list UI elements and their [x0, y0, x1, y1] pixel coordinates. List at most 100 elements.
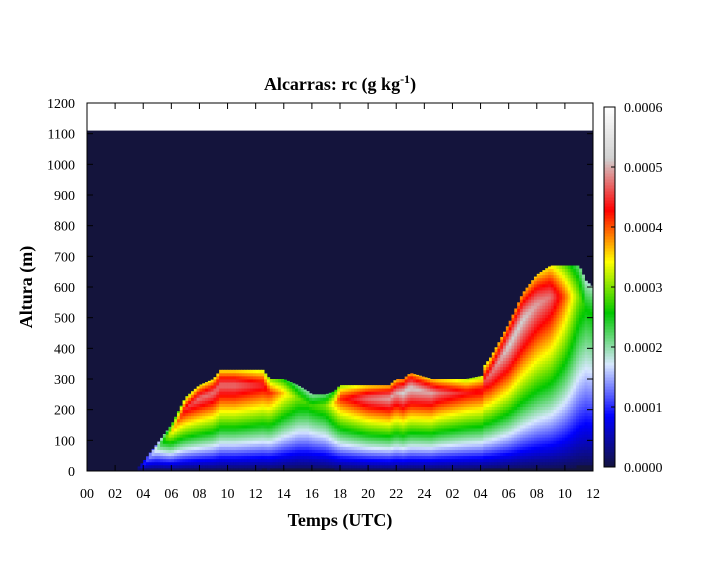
heatmap-cell: [401, 391, 406, 395]
heatmap-cell: [562, 323, 566, 328]
heatmap-cell: [174, 464, 178, 469]
heatmap-cell: [458, 409, 462, 414]
heatmap-cell: [286, 409, 290, 414]
heatmap-cell: [505, 326, 510, 328]
heatmap-cell: [548, 461, 552, 466]
heatmap-cell: [427, 464, 431, 469]
heatmap-cell: [528, 446, 532, 450]
heatmap-cell: [325, 461, 330, 466]
heatmap-cell: [497, 440, 501, 444]
heatmap-cell: [477, 421, 481, 426]
heatmap-cell: [491, 406, 496, 411]
heatmap-cell: [207, 449, 212, 453]
heatmap-cell: [525, 440, 529, 444]
heatmap-cell: [486, 440, 490, 444]
heatmap-cell: [202, 421, 206, 426]
heatmap-cell: [202, 458, 206, 463]
heatmap-cell: [238, 400, 243, 404]
heatmap-cell: [542, 382, 546, 386]
heatmap-cell: [210, 449, 214, 453]
heatmap-cell: [483, 449, 487, 453]
heatmap-cell: [429, 400, 434, 404]
heatmap-cell: [348, 388, 352, 392]
heatmap-cell: [432, 446, 436, 450]
heatmap-cell: [154, 445, 158, 447]
heatmap-cell: [280, 434, 285, 438]
heatmap-cell: [210, 403, 214, 407]
heatmap-cell: [531, 464, 535, 469]
heatmap-cell: [531, 385, 535, 389]
heatmap-cell: [494, 363, 498, 368]
heatmap-cell: [413, 412, 417, 417]
heatmap-cell: [548, 354, 552, 358]
heatmap-cell: [362, 428, 366, 432]
heatmap-cell: [505, 329, 510, 334]
heatmap-cell: [300, 428, 304, 432]
heatmap-cell: [559, 265, 563, 269]
heatmap-cell: [469, 418, 473, 423]
heatmap-cell: [176, 449, 181, 453]
heatmap-cell: [564, 290, 569, 294]
heatmap-cell: [368, 403, 372, 407]
heatmap-cell: [483, 461, 487, 466]
heatmap-cell: [207, 425, 212, 429]
heatmap-cell: [390, 400, 394, 404]
heatmap-cell: [407, 434, 411, 438]
heatmap-cell: [404, 431, 408, 435]
heatmap-cell: [171, 461, 175, 466]
heatmap-cell: [458, 406, 462, 411]
heatmap-cell: [219, 428, 223, 432]
heatmap-cell: [191, 425, 195, 429]
heatmap-cell: [480, 406, 484, 411]
heatmap-cell: [519, 403, 524, 407]
heatmap-cell: [424, 418, 428, 423]
heatmap-cell: [463, 443, 467, 447]
heatmap-cell: [191, 428, 195, 432]
heatmap-cell: [384, 467, 389, 472]
heatmap-cell: [497, 375, 501, 380]
heatmap-cell: [396, 458, 400, 463]
heatmap-cell: [255, 412, 259, 417]
heatmap-cell: [348, 443, 352, 447]
heatmap-cell: [241, 467, 245, 472]
heatmap-cell: [410, 452, 414, 457]
heatmap-cell: [286, 464, 290, 469]
heatmap-cell: [545, 299, 549, 303]
heatmap-cell: [233, 388, 237, 392]
heatmap-cell: [522, 360, 526, 365]
heatmap-cell: [494, 415, 498, 420]
heatmap-cell: [295, 403, 299, 407]
heatmap-cell: [536, 421, 540, 426]
heatmap-cell: [351, 421, 355, 426]
heatmap-cell: [517, 348, 521, 352]
heatmap-cell: [325, 428, 330, 432]
heatmap-cell: [460, 406, 465, 411]
heatmap-cell: [536, 329, 540, 334]
heatmap-cell: [427, 403, 431, 407]
heatmap-cell: [174, 416, 178, 420]
heatmap-cell: [258, 437, 262, 441]
heatmap-cell: [553, 363, 557, 368]
heatmap-cell: [550, 351, 555, 355]
heatmap-cell: [404, 385, 408, 389]
heatmap-cell: [379, 449, 383, 453]
heatmap-cell: [328, 440, 332, 444]
heatmap-cell: [508, 415, 512, 420]
heatmap-cell: [548, 360, 552, 365]
heatmap-cell: [533, 409, 538, 414]
heatmap-cell: [340, 425, 344, 429]
heatmap-cell: [491, 354, 496, 358]
heatmap-cell: [354, 418, 358, 423]
heatmap-cell: [404, 434, 408, 438]
heatmap-cell: [458, 434, 462, 438]
heatmap-cell: [564, 363, 569, 368]
heatmap-cell: [483, 452, 487, 457]
heatmap-cell: [452, 467, 456, 472]
heatmap-cell: [202, 431, 206, 435]
heatmap-cell: [213, 412, 217, 417]
heatmap-cell: [404, 464, 408, 469]
heatmap-cell: [491, 464, 496, 469]
heatmap-cell: [328, 434, 332, 438]
heatmap-cell: [165, 446, 169, 450]
heatmap-cell: [536, 382, 540, 386]
